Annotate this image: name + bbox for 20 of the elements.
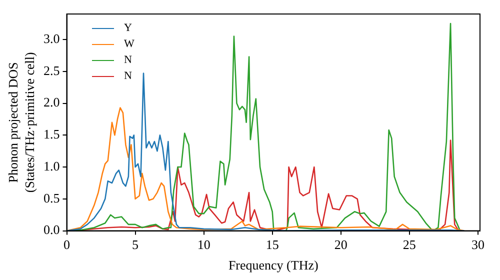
x-tick-label: 25 [402, 237, 416, 252]
x-tick-label: 10 [197, 237, 210, 252]
y-tick-label: 2.0 [44, 94, 60, 110]
x-axis-title: Frequency (THz) [228, 258, 318, 273]
legend-label: N [124, 53, 132, 68]
x-tick-label: 0 [64, 237, 70, 252]
y-tick-label: 2.5 [44, 62, 60, 78]
x-tick-label: 5 [132, 237, 139, 252]
y-tick-label: 1.5 [44, 126, 60, 142]
y-tick-label: 0.0 [44, 222, 60, 238]
x-tick-label: 15 [266, 237, 279, 252]
x-tick-label: 20 [334, 237, 348, 252]
y-axis-title: Phonon projected DOS (States/THz·primitive cell) [6, 52, 37, 193]
y-tick-label: 3.0 [44, 30, 60, 46]
x-tick-label: 30 [471, 237, 484, 252]
legend-label: W [124, 37, 134, 52]
y-tick-label: 1.0 [44, 158, 60, 174]
y-tick-label: 0.5 [44, 190, 60, 206]
legend-label: Y [124, 21, 132, 36]
legend-label: N [124, 69, 132, 84]
